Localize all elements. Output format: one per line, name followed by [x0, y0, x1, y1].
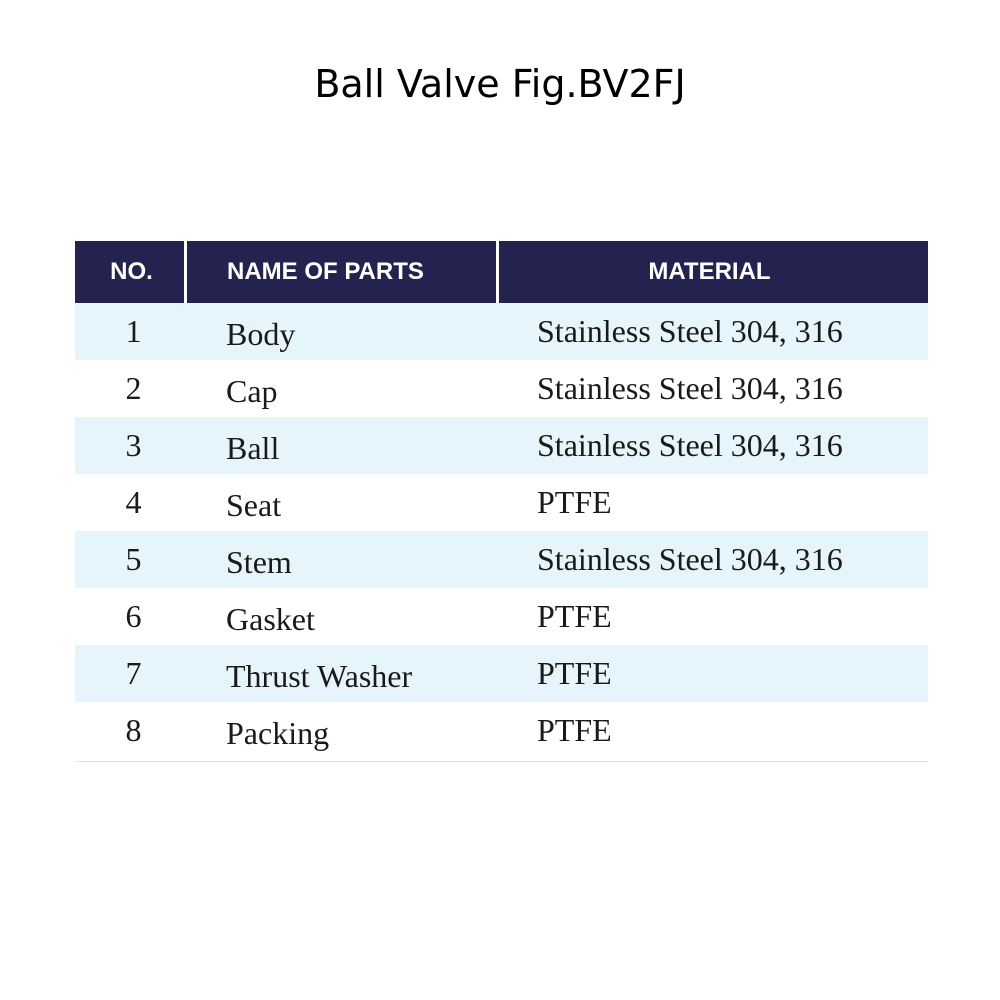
row-material: PTFE [537, 655, 612, 691]
row-part-name: Seat [226, 487, 282, 523]
row-no: 6 [125, 598, 142, 634]
header-material: MATERIAL [496, 241, 928, 303]
table-row: 8 Packing PTFE [75, 702, 928, 759]
row-material: Stainless Steel 304, 316 [537, 427, 843, 463]
row-part-name: Cap [226, 373, 278, 409]
row-material: PTFE [537, 484, 612, 520]
table-row: 5 Stem Stainless Steel 304, 316 [75, 531, 928, 588]
row-no: 1 [125, 313, 142, 349]
row-material: Stainless Steel 304, 316 [537, 370, 843, 406]
row-part-name: Ball [226, 430, 280, 466]
parts-table: NO. NAME OF PARTS MATERIAL 1 Body Stainl… [75, 241, 928, 762]
row-part-name: Gasket [226, 601, 315, 637]
row-material: PTFE [537, 598, 612, 634]
table-row: 7 Thrust Washer PTFE [75, 645, 928, 702]
row-part-name: Thrust Washer [226, 658, 413, 694]
header-name-of-parts: NAME OF PARTS [184, 241, 496, 303]
row-no: 4 [125, 484, 142, 520]
row-part-name: Packing [226, 715, 330, 751]
row-material: PTFE [537, 712, 612, 748]
table-row: 6 Gasket PTFE [75, 588, 928, 645]
row-material: Stainless Steel 304, 316 [537, 541, 843, 577]
table-bottom-divider [75, 761, 928, 762]
row-part-name: Body [226, 316, 296, 352]
page-title: Ball Valve Fig.BV2FJ [314, 62, 686, 106]
table-header-row: NO. NAME OF PARTS MATERIAL [75, 241, 928, 303]
table-row: 4 Seat PTFE [75, 474, 928, 531]
table-row: 1 Body Stainless Steel 304, 316 [75, 303, 928, 360]
row-no: 8 [125, 712, 142, 748]
row-no: 3 [125, 427, 142, 463]
table-row: 2 Cap Stainless Steel 304, 316 [75, 360, 928, 417]
row-no: 2 [125, 370, 142, 406]
row-part-name: Stem [226, 544, 292, 580]
row-no: 5 [125, 541, 142, 577]
table-row: 3 Ball Stainless Steel 304, 316 [75, 417, 928, 474]
header-no: NO. [110, 258, 153, 285]
row-no: 7 [125, 655, 142, 691]
row-material: Stainless Steel 304, 316 [537, 313, 843, 349]
